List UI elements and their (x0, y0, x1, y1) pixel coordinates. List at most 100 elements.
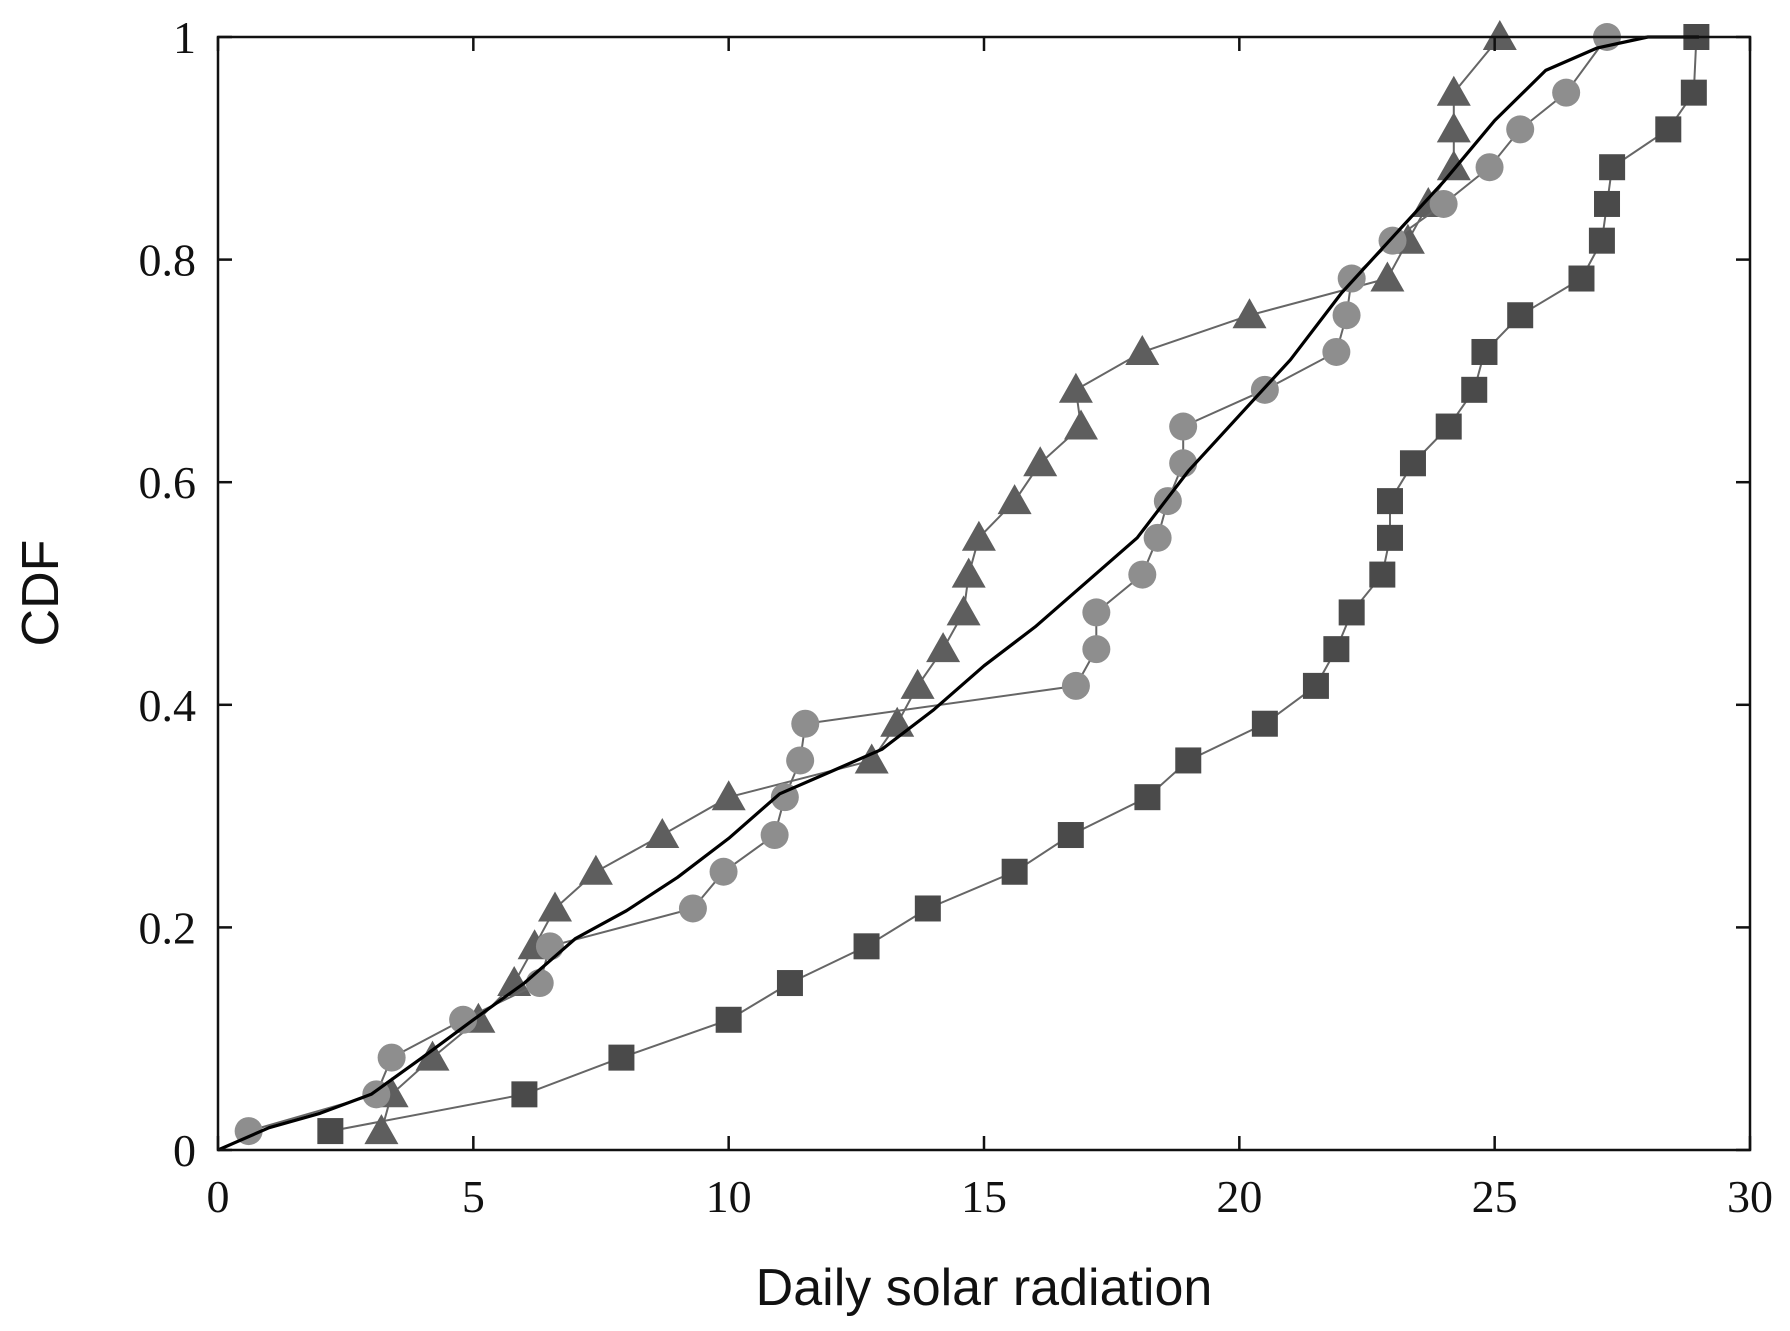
triangle-point (926, 632, 961, 663)
square-point (1507, 302, 1534, 329)
square-point (1594, 190, 1621, 217)
square-point (1376, 488, 1403, 515)
square-point (608, 1044, 635, 1071)
circle-point (1332, 301, 1361, 330)
series-triangles (364, 20, 1517, 1145)
triangle-point (364, 1114, 399, 1145)
series-curve (217, 35, 1699, 1152)
square-point (1338, 599, 1365, 626)
circle-point (1061, 671, 1090, 700)
x-axis-title: Daily solar radiation (756, 1259, 1213, 1317)
series-triangles-line (380, 36, 1501, 1132)
square-point (1369, 561, 1396, 588)
x-tick-label: 25 (1472, 1171, 1518, 1222)
triangle-point (497, 966, 532, 996)
series-squares (317, 24, 1710, 1145)
x-tick-label: 15 (961, 1171, 1007, 1222)
square-point (1001, 858, 1028, 885)
triangle-point (951, 557, 986, 588)
square-point (1599, 154, 1626, 181)
square-point (1588, 227, 1615, 254)
triangle-point (538, 891, 572, 922)
y-tick-label: 0.2 (139, 902, 197, 953)
square-point (914, 895, 941, 922)
triangle-point (578, 854, 613, 885)
triangle-point (1023, 446, 1058, 477)
circle-point (1378, 226, 1407, 255)
y-tick-label: 0 (173, 1125, 196, 1176)
circle-point (1552, 78, 1581, 107)
triangle-point (1058, 372, 1093, 403)
square-point (1057, 822, 1084, 849)
triangle-point (1064, 409, 1098, 440)
y-tick-label: 1 (173, 12, 196, 63)
square-point (853, 933, 880, 960)
x-tick-label: 10 (706, 1171, 752, 1222)
circle-point (760, 821, 789, 850)
square-point (1680, 79, 1707, 106)
y-tick-label: 0.4 (139, 680, 197, 731)
circle-point (1337, 264, 1366, 293)
x-tick-label: 5 (462, 1171, 485, 1222)
x-tick-label: 0 (207, 1171, 230, 1222)
square-point (776, 970, 803, 997)
triangle-point (900, 668, 935, 699)
series-circles-line (248, 36, 1608, 1133)
circle-point (709, 857, 738, 886)
circle-point (1082, 598, 1111, 627)
triangle-point (645, 818, 680, 848)
square-point (1461, 376, 1488, 403)
square-point (1134, 784, 1161, 811)
series-curve-line (217, 35, 1699, 1152)
circle-point (1169, 449, 1198, 478)
circle-point (1128, 560, 1157, 589)
square-point (317, 1118, 344, 1145)
square-point (1655, 116, 1682, 143)
circle-point (791, 709, 820, 738)
triangle-point (1436, 112, 1471, 143)
triangle-point (711, 780, 746, 811)
square-point (1568, 265, 1595, 292)
x-tick-label: 20 (1216, 1171, 1262, 1222)
triangle-point (997, 484, 1032, 515)
series-squares-line (330, 36, 1698, 1133)
series-layer (217, 20, 1710, 1152)
circle-point (786, 746, 815, 775)
triangle-point (1436, 75, 1471, 106)
square-point (1435, 413, 1462, 440)
triangle-point (1125, 335, 1160, 365)
circle-point (449, 1005, 478, 1034)
square-point (511, 1081, 538, 1108)
square-point (1251, 710, 1278, 737)
y-axis-title: CDF (12, 540, 70, 647)
circle-point (525, 969, 554, 998)
circle-point (1143, 523, 1172, 552)
circle-point (535, 932, 564, 961)
circle-point (1322, 337, 1351, 366)
circle-point (1506, 115, 1535, 144)
circle-point (1082, 635, 1111, 664)
triangle-point (415, 1040, 450, 1071)
triangle-point (1482, 20, 1517, 50)
plot-frame (216, 35, 1752, 1152)
triangle-point (1232, 298, 1267, 329)
x-tick-label: 30 (1727, 1171, 1773, 1222)
triangle-point (946, 595, 981, 626)
square-point (715, 1006, 742, 1033)
tick-layer: 0 5 10 15 20 25 30 0 0.2 0.4 0.6 0.8 1 (139, 12, 1774, 1222)
circle-point (1475, 153, 1504, 182)
y-tick-label: 0.6 (139, 457, 197, 508)
triangle-point (961, 520, 996, 551)
series-circles (234, 23, 1622, 1146)
triangle-point (1436, 150, 1471, 181)
triangle-point (854, 743, 889, 774)
square-point (1175, 747, 1202, 774)
square-point (1399, 450, 1426, 477)
circle-point (1169, 412, 1198, 441)
square-point (1471, 338, 1498, 365)
circle-point (678, 894, 707, 923)
circle-point (1429, 189, 1458, 218)
square-point (1376, 524, 1403, 551)
triangle-point (1370, 261, 1405, 292)
